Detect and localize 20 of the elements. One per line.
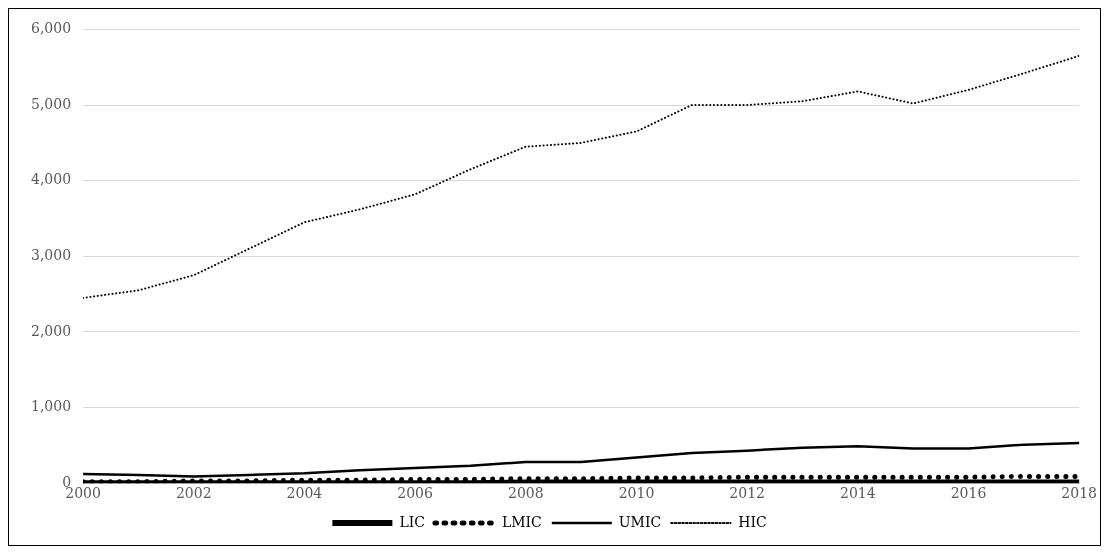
- line-series: [83, 54, 1080, 299]
- x-tick-label: 2010: [618, 485, 655, 502]
- legend-label: UMIC: [618, 513, 662, 530]
- x-tick-label: 2014: [840, 485, 876, 502]
- legend-label: HIC: [738, 513, 767, 530]
- x-tick-label: 2004: [286, 485, 323, 502]
- y-tick-label: 3,000: [30, 246, 72, 263]
- x-tick-label: 2012: [729, 485, 765, 502]
- x-tick-label: 2002: [175, 485, 212, 502]
- legend-label: LMIC: [501, 513, 542, 530]
- y-tick-label: 6,000: [30, 20, 72, 37]
- legend-label: LIC: [399, 513, 425, 530]
- y-tick-label: 4,000: [30, 171, 72, 188]
- x-tick-label: 2018: [1061, 485, 1098, 502]
- y-tick-label: 2,000: [30, 322, 72, 339]
- y-tick-label: 5,000: [30, 95, 72, 112]
- x-tick-label: 2006: [397, 485, 434, 502]
- x-tick-label: 2016: [950, 485, 987, 502]
- y-tick-label: 1,000: [30, 398, 72, 415]
- x-tick-label: 2008: [507, 485, 544, 502]
